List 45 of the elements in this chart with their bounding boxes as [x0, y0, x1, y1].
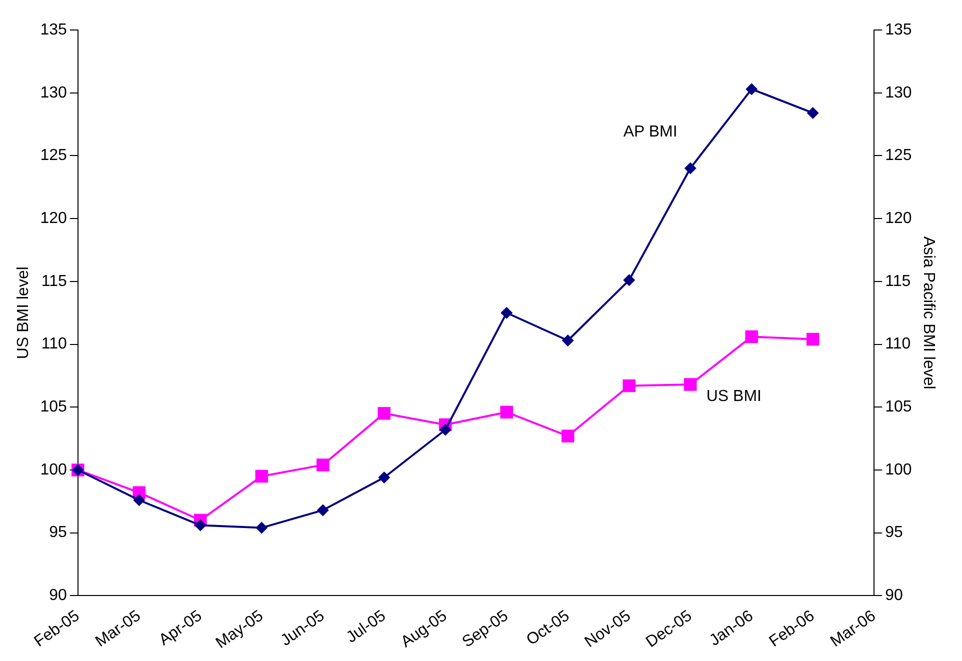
y-tick-label: 115: [41, 272, 67, 290]
y-tick-label: 90: [49, 587, 67, 604]
y2-tick-label: 135: [885, 21, 912, 38]
y2-tick-label: 120: [885, 210, 912, 227]
y-tick-label: 130: [40, 84, 67, 102]
y2-tick-label: 110: [885, 336, 911, 353]
point: [684, 378, 697, 391]
point: [806, 332, 820, 346]
point: [378, 407, 390, 420]
y2-tick-label: 105: [885, 398, 912, 416]
y2-tick-label: 115: [885, 272, 911, 290]
y2-axis-title: Asia Pacific BMI level: [920, 236, 937, 390]
point: [133, 494, 146, 506]
point: [562, 334, 574, 346]
y2-tick-label: 95: [885, 524, 904, 542]
point: [500, 406, 513, 419]
point: [316, 458, 330, 472]
point: [439, 424, 452, 436]
point: [500, 306, 513, 319]
y-tick-label: 95: [49, 524, 67, 542]
point: [256, 522, 268, 534]
series-label: US BMI: [706, 388, 762, 405]
series-label: AP BMI: [623, 124, 678, 141]
point: [562, 430, 574, 442]
y2-tick-label: 90: [885, 587, 904, 604]
y2-tick-label: 125: [885, 147, 912, 164]
point: [623, 274, 636, 286]
point: [745, 330, 758, 344]
y-axis-title: US BMI level: [15, 266, 32, 360]
point: [255, 470, 268, 483]
point: [806, 106, 819, 119]
y-tick-label: 105: [40, 398, 67, 416]
y2-tick-label: 100: [885, 461, 912, 478]
y-tick-label: 110: [41, 336, 67, 353]
y-tick-label: 120: [40, 210, 67, 227]
point: [316, 504, 329, 516]
y2-tick-label: 130: [885, 84, 912, 102]
point: [746, 83, 758, 96]
y-tick-label: 100: [40, 461, 67, 478]
y-tick-label: 135: [40, 21, 67, 38]
point: [622, 379, 636, 392]
point: [684, 162, 696, 174]
point: [378, 472, 390, 484]
point: [194, 519, 206, 532]
y-tick-label: 125: [40, 147, 67, 164]
